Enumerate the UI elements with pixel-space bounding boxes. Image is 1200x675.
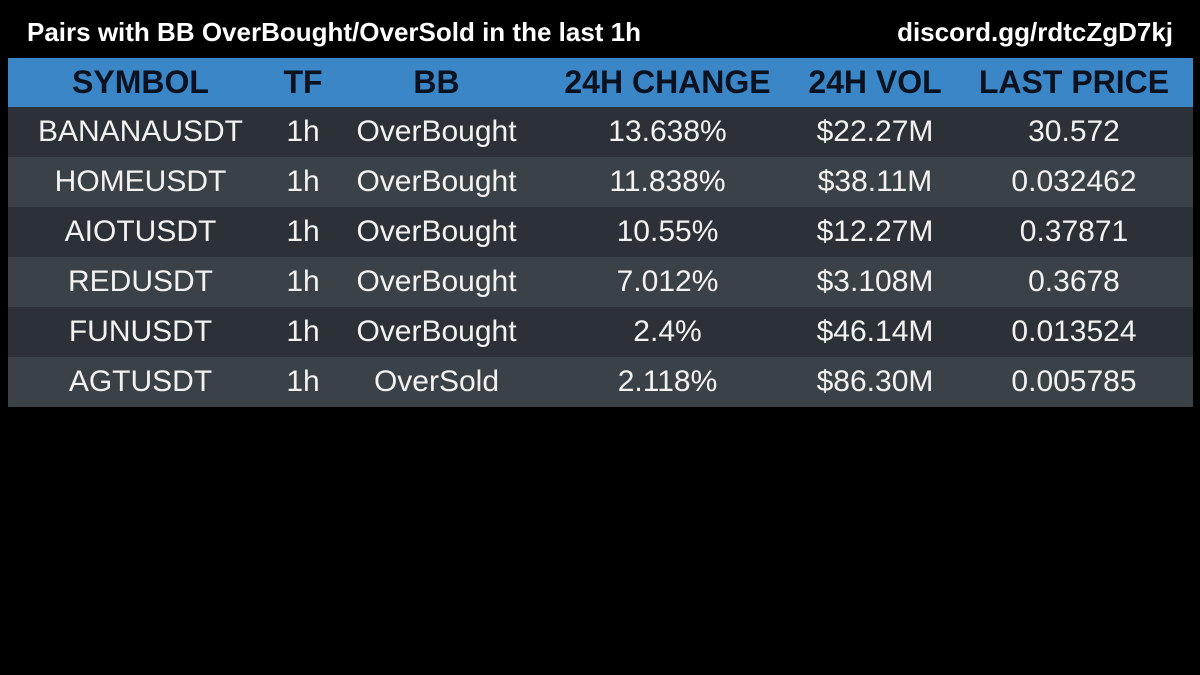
cell-bb: OverBought	[356, 315, 517, 348]
column-header-bb: BB	[413, 64, 460, 100]
cell-bb: OverSold	[373, 365, 500, 398]
cell-bb: OverBought	[356, 165, 517, 198]
column-header-tf: TF	[283, 64, 323, 100]
cell-last-price: 0.37871	[1019, 215, 1129, 248]
cell-bb: OverBought	[356, 215, 517, 248]
pairs-table: SYMBOL TF BB 24H CHANGE 24H VOL LAST PRI…	[8, 58, 1193, 407]
cell-last-price: 0.005785	[1011, 365, 1137, 398]
column-header-24h-change: 24H CHANGE	[564, 64, 771, 100]
cell-last-price: 0.3678	[1028, 265, 1120, 298]
cell-tf: 1h	[286, 365, 320, 398]
table-row: HOMEUSDT 1h OverBought 11.838% $38.11M 0…	[8, 157, 1193, 207]
cell-symbol: AGTUSDT	[68, 365, 213, 398]
cell-symbol: AIOTUSDT	[64, 215, 217, 248]
cell-24h-vol: $3.108M	[816, 265, 934, 298]
cell-24h-change: 11.838%	[609, 165, 726, 198]
cell-symbol: REDUSDT	[67, 265, 213, 298]
cell-24h-vol: $22.27M	[816, 115, 934, 148]
cell-tf: 1h	[286, 265, 320, 298]
cell-24h-change: 2.4%	[633, 315, 702, 348]
cell-last-price: 0.013524	[1011, 315, 1137, 348]
cell-symbol: BANANAUSDT	[37, 115, 244, 148]
cell-tf: 1h	[286, 115, 320, 148]
cell-24h-vol: $12.27M	[816, 215, 934, 248]
cell-24h-vol: $86.30M	[816, 365, 934, 398]
cell-symbol: FUNUSDT	[68, 315, 213, 348]
cell-24h-change: 13.638%	[608, 115, 727, 148]
cell-24h-change: 7.012%	[616, 265, 719, 298]
column-header-last-price: LAST PRICE	[978, 64, 1170, 100]
cell-24h-vol: $38.11M	[817, 165, 933, 198]
table-header-row: SYMBOL TF BB 24H CHANGE 24H VOL LAST PRI…	[8, 58, 1193, 107]
cell-last-price: 0.032462	[1011, 165, 1137, 198]
column-header-24h-vol: 24H VOL	[808, 64, 942, 100]
cell-bb: OverBought	[356, 265, 517, 298]
cell-24h-change: 2.118%	[617, 365, 718, 398]
cell-bb: OverBought	[356, 115, 517, 148]
cell-symbol: HOMEUSDT	[54, 165, 227, 198]
cell-24h-vol: $46.14M	[816, 315, 934, 348]
table-row: AGTUSDT 1h OverSold 2.118% $86.30M 0.005…	[8, 357, 1193, 407]
column-header-symbol: SYMBOL	[72, 64, 209, 100]
table-row: AIOTUSDT 1h OverBought 10.55% $12.27M 0.…	[8, 207, 1193, 257]
cell-last-price: 30.572	[1028, 115, 1120, 148]
cell-24h-change: 10.55%	[616, 215, 719, 248]
table-row: BANANAUSDT 1h OverBought 13.638% $22.27M…	[8, 107, 1193, 157]
table-row: FUNUSDT 1h OverBought 2.4% $46.14M 0.013…	[8, 307, 1193, 357]
table-row: REDUSDT 1h OverBought 7.012% $3.108M 0.3…	[8, 257, 1193, 307]
header-bar: Pairs with BB OverBought/OverSold in the…	[0, 0, 1200, 58]
discord-link[interactable]: discord.gg/rdtcZgD7kj	[897, 17, 1173, 47]
cell-tf: 1h	[286, 165, 320, 198]
page-title: Pairs with BB OverBought/OverSold in the…	[27, 17, 641, 47]
cell-tf: 1h	[286, 215, 320, 248]
cell-tf: 1h	[286, 315, 320, 348]
